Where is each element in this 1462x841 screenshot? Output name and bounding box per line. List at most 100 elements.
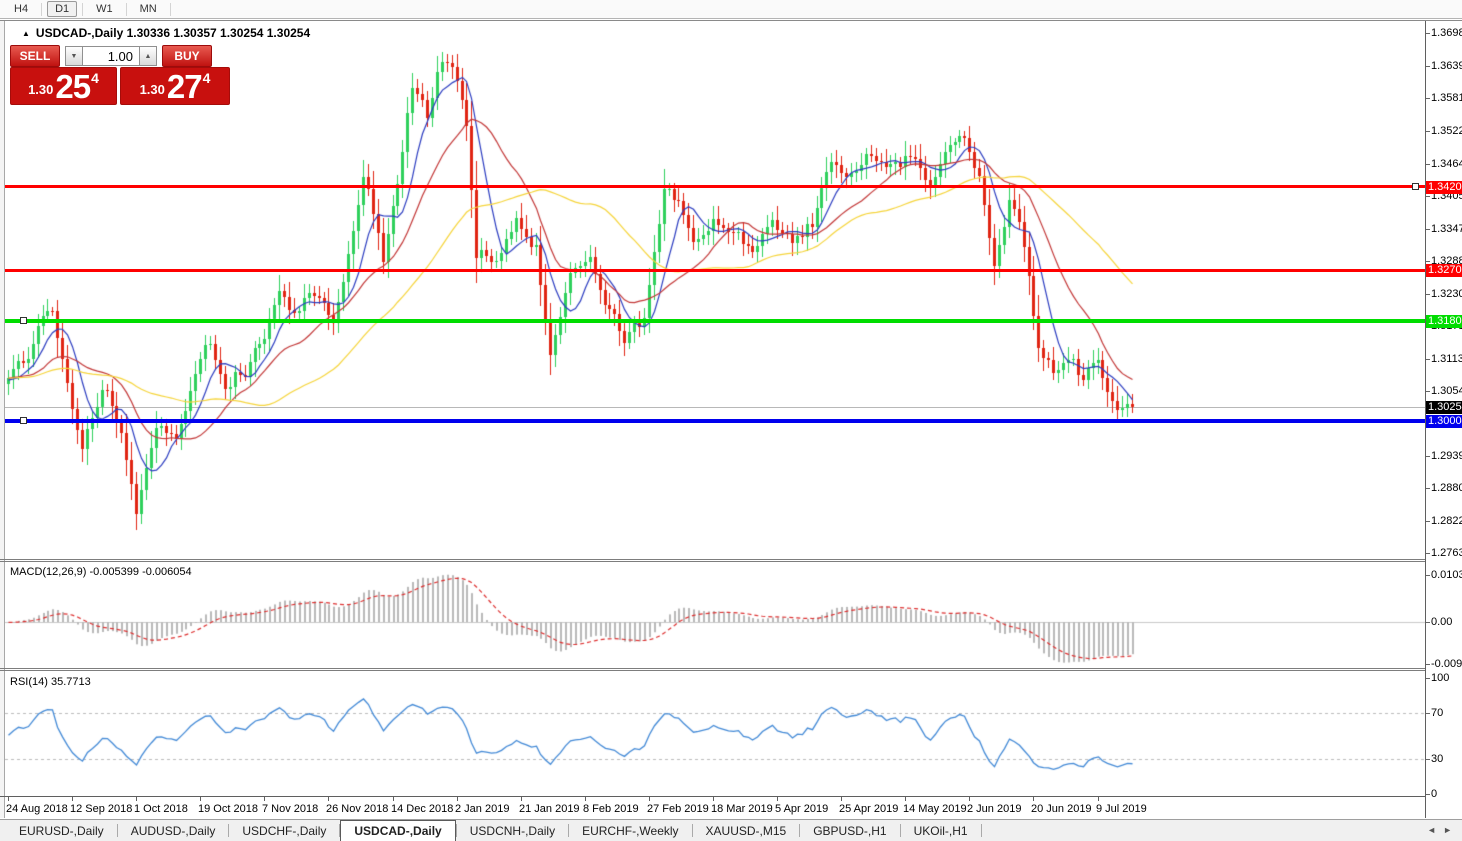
price-tick-label: 1.27635: [1426, 547, 1462, 559]
tab-scroll-right-icon[interactable]: ►: [1443, 825, 1452, 835]
chart-title: ▲ USDCAD-,Daily 1.30336 1.30357 1.30254 1…: [22, 26, 310, 40]
collapse-triangle-icon[interactable]: ▲: [22, 29, 30, 38]
price-tick-label: 1.33470: [1426, 223, 1462, 235]
date-label: 25 Apr 2019: [839, 803, 899, 815]
chart-tab-xauusd-m15[interactable]: XAUUSD-,M15: [705, 823, 787, 838]
date-label: 5 Apr 2019: [775, 803, 829, 815]
current-price-tag: 1.30254: [1426, 400, 1462, 414]
buy-button[interactable]: BUY: [162, 45, 212, 67]
chart-ohlc-values: 1.30336 1.30357 1.30254 1.30254: [126, 26, 311, 40]
tab-separator: [339, 824, 341, 837]
sell-quote-tile[interactable]: 1.30 25 4: [10, 67, 117, 105]
date-label: 18 Mar 2019: [711, 803, 773, 815]
time-axis-border: [0, 796, 1425, 797]
price-tick-label: 1.35225: [1426, 125, 1462, 137]
date-label: 14 May 2019: [903, 803, 967, 815]
rsi-axis-label: 100: [1425, 672, 1450, 684]
buy-quote-pipette: 4: [202, 70, 211, 86]
chart-tab-audusd-daily[interactable]: AUDUSD-,Daily: [130, 823, 216, 838]
date-label: 1 Oct 2018: [134, 803, 188, 815]
hline-1.32701[interactable]: [5, 269, 1425, 272]
hline-drag-handle[interactable]: [1412, 183, 1419, 190]
timeframe-button-w1[interactable]: W1: [96, 3, 113, 15]
price-tick-label: 1.36980: [1426, 27, 1462, 39]
rsi-label: RSI(14) 35.7713: [10, 676, 91, 688]
price-tick-label: 1.36395: [1426, 60, 1462, 72]
date-label: 14 Dec 2018: [391, 803, 454, 815]
chart-tab-ukoil-h1[interactable]: UKOil-,H1: [913, 823, 968, 838]
chart-tab-bar: ◄ ► EURUSD-,Daily AUDUSD-,Daily USDCHF-,Da…: [0, 819, 1462, 841]
tab-scroll-left-icon[interactable]: ◄: [1427, 825, 1436, 835]
date-label: 21 Jan 2019: [519, 803, 580, 815]
date-label: 27 Feb 2019: [647, 803, 709, 815]
candlestick-chart-canvas[interactable]: [5, 20, 1425, 560]
macd-indicator-canvas[interactable]: [5, 562, 1425, 668]
hline-drag-handle[interactable]: [20, 317, 27, 324]
price-tick-label: 1.34640: [1426, 158, 1462, 170]
rsi-pane-separator-2: [0, 670, 1425, 671]
timeframe-button-d1[interactable]: D1: [47, 1, 78, 17]
buy-quote-tile[interactable]: 1.30 27 4: [120, 67, 230, 105]
chart-tab-gbpusd-h1[interactable]: GBPUSD-,H1: [813, 823, 887, 838]
time-tick: [841, 797, 842, 801]
tab-separator: [568, 824, 570, 837]
chart-tab-usdcad-daily[interactable]: USDCAD-,Daily: [340, 820, 456, 841]
time-tick: [905, 797, 906, 801]
rsi-axis-label: 70: [1425, 706, 1444, 719]
time-tick: [393, 797, 394, 801]
chart-tab-eurchf-weekly[interactable]: EURCHF-,Weekly: [582, 823, 679, 838]
tab-separator: [899, 824, 901, 837]
rsi-pane-separator[interactable]: [0, 668, 1425, 669]
price-tick-label: 1.29390: [1426, 450, 1462, 462]
tab-separator: [228, 824, 230, 837]
date-label: 20 Jun 2019: [1031, 803, 1092, 815]
time-tick: [649, 797, 650, 801]
buy-quote-big-digits: 27: [166, 68, 203, 105]
date-label: 7 Nov 2018: [262, 803, 319, 815]
hline-1.31801[interactable]: [5, 319, 1425, 323]
volume-increase-button[interactable]: ▲: [139, 46, 157, 66]
timeframe-button-h4[interactable]: H4: [14, 3, 29, 15]
toolbar-separator: [41, 2, 43, 16]
date-label: 8 Feb 2019: [583, 803, 639, 815]
price-scale[interactable]: 1.369801.363951.358101.352251.346401.340…: [1425, 21, 1462, 818]
time-tick: [969, 797, 970, 801]
macd-axis-label: 0.010311: [1425, 569, 1462, 581]
toolbar-separator: [169, 2, 171, 16]
timeframe-button-mn[interactable]: MN: [139, 3, 157, 15]
macd-axis-label: -0.00920: [1425, 658, 1462, 670]
price-tag-1.34206: 1.34206: [1426, 180, 1462, 194]
toolbar-separator: [82, 2, 84, 16]
tab-separator: [799, 824, 801, 837]
time-tick: [713, 797, 714, 801]
time-tick: [136, 797, 137, 801]
price-tick-label: 1.32300: [1426, 288, 1462, 300]
date-label: 12 Sep 2018: [70, 803, 133, 815]
chart-tab-usdcnh-daily[interactable]: USDCNH-,Daily: [469, 823, 556, 838]
time-tick: [72, 797, 73, 801]
time-tick: [521, 797, 522, 801]
hline-1.34206[interactable]: [5, 185, 1425, 188]
rsi-indicator-canvas[interactable]: [5, 672, 1425, 795]
volume-input[interactable]: [83, 46, 139, 66]
buy-quote-prefix: 1.30: [139, 82, 165, 97]
chart-tab-usdchf-daily[interactable]: USDCHF-,Daily: [242, 823, 327, 838]
time-tick: [264, 797, 265, 801]
hline-drag-handle[interactable]: [20, 417, 27, 424]
time-tick: [328, 797, 329, 801]
hline-1.30004[interactable]: [5, 419, 1425, 423]
tab-separator: [455, 824, 457, 837]
price-tick-label: 1.28805: [1426, 482, 1462, 494]
chart-tab-eurusd-daily[interactable]: EURUSD-,Daily: [19, 823, 104, 838]
sell-button[interactable]: SELL: [10, 45, 60, 67]
sell-quote-pipette: 4: [91, 70, 99, 86]
price-tick-label: 1.28220: [1426, 515, 1462, 527]
tab-separator: [116, 824, 118, 837]
toolbar-separator: [125, 2, 127, 16]
chart-symbol-label: USDCAD-,Daily: [35, 26, 124, 40]
price-tick-label: 1.35810: [1426, 92, 1462, 104]
volume-decrease-button[interactable]: ▼: [65, 46, 83, 66]
